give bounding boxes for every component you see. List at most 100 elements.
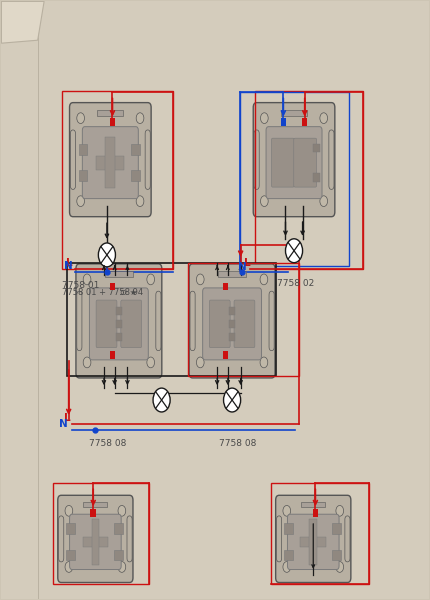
Bar — [114, 550, 123, 560]
FancyBboxPatch shape — [83, 127, 138, 199]
Circle shape — [320, 196, 328, 206]
Bar — [132, 144, 140, 155]
Circle shape — [260, 357, 268, 368]
Bar — [229, 333, 235, 341]
Bar — [188, 263, 299, 376]
FancyBboxPatch shape — [271, 138, 294, 187]
Text: 7758 02: 7758 02 — [277, 280, 314, 289]
Circle shape — [261, 113, 268, 124]
Text: N: N — [59, 419, 68, 429]
Bar — [83, 536, 108, 547]
Circle shape — [197, 274, 204, 285]
Bar — [284, 523, 292, 534]
FancyBboxPatch shape — [156, 291, 161, 350]
Text: L: L — [64, 413, 71, 424]
Bar — [313, 509, 318, 517]
FancyBboxPatch shape — [209, 300, 230, 348]
Circle shape — [224, 388, 241, 412]
FancyBboxPatch shape — [70, 514, 121, 569]
Bar — [281, 118, 286, 126]
Bar — [229, 320, 235, 328]
FancyBboxPatch shape — [329, 130, 334, 190]
FancyBboxPatch shape — [96, 300, 117, 348]
FancyBboxPatch shape — [77, 291, 82, 350]
Bar — [310, 518, 317, 565]
Bar — [83, 502, 108, 507]
Bar — [313, 143, 320, 152]
FancyBboxPatch shape — [127, 516, 132, 562]
Bar — [66, 523, 75, 534]
Text: L: L — [66, 258, 73, 268]
Bar — [97, 110, 123, 116]
Circle shape — [118, 562, 126, 572]
Circle shape — [136, 113, 144, 124]
Bar — [96, 155, 124, 170]
Circle shape — [320, 113, 328, 124]
Circle shape — [83, 357, 91, 368]
Bar — [313, 173, 320, 182]
FancyBboxPatch shape — [58, 516, 64, 562]
Circle shape — [286, 239, 303, 263]
FancyBboxPatch shape — [294, 138, 316, 187]
Bar — [79, 170, 87, 181]
Bar — [110, 283, 115, 290]
Circle shape — [147, 274, 154, 285]
Bar — [284, 550, 292, 560]
Bar — [223, 283, 228, 290]
FancyBboxPatch shape — [276, 516, 282, 562]
FancyBboxPatch shape — [58, 495, 133, 583]
Circle shape — [336, 562, 344, 572]
Bar — [218, 271, 246, 277]
FancyBboxPatch shape — [266, 127, 322, 199]
Circle shape — [147, 357, 154, 368]
Bar — [240, 92, 348, 266]
FancyBboxPatch shape — [189, 264, 275, 378]
Bar — [110, 118, 115, 126]
Circle shape — [336, 505, 344, 516]
Bar — [105, 137, 115, 188]
Circle shape — [136, 196, 144, 206]
Text: 7758 01: 7758 01 — [62, 281, 100, 290]
FancyBboxPatch shape — [70, 103, 151, 217]
Circle shape — [153, 388, 170, 412]
Bar — [116, 333, 122, 341]
Bar — [116, 307, 122, 315]
FancyBboxPatch shape — [89, 288, 148, 360]
Bar — [223, 352, 228, 359]
FancyBboxPatch shape — [345, 516, 350, 562]
Circle shape — [283, 505, 291, 516]
Bar — [62, 91, 173, 269]
FancyBboxPatch shape — [76, 264, 162, 378]
Circle shape — [65, 562, 73, 572]
Circle shape — [98, 243, 116, 267]
Circle shape — [83, 274, 91, 285]
FancyBboxPatch shape — [269, 291, 274, 350]
FancyBboxPatch shape — [288, 514, 339, 569]
Circle shape — [65, 505, 73, 516]
Circle shape — [283, 562, 291, 572]
Bar — [90, 509, 96, 517]
FancyBboxPatch shape — [234, 300, 255, 348]
Text: L: L — [244, 258, 250, 268]
Bar — [332, 550, 341, 560]
Bar — [110, 352, 115, 359]
Circle shape — [197, 357, 204, 368]
Circle shape — [261, 196, 268, 206]
Bar — [79, 144, 87, 155]
FancyBboxPatch shape — [254, 130, 259, 190]
FancyBboxPatch shape — [121, 300, 141, 348]
Bar — [332, 523, 341, 534]
FancyBboxPatch shape — [190, 291, 195, 350]
Text: 7758 08: 7758 08 — [89, 439, 126, 448]
Bar — [229, 307, 235, 315]
Bar — [255, 91, 363, 269]
Text: N: N — [64, 261, 73, 271]
FancyBboxPatch shape — [145, 130, 150, 190]
Bar — [52, 484, 149, 584]
Bar — [281, 110, 307, 116]
Polygon shape — [1, 1, 44, 43]
Bar — [270, 484, 369, 584]
Bar — [301, 536, 326, 547]
Bar — [132, 170, 140, 181]
FancyBboxPatch shape — [203, 288, 261, 360]
